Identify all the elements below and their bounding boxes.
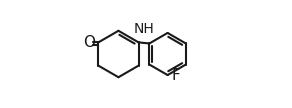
Text: F: F [172, 68, 181, 83]
Text: NH: NH [134, 22, 154, 36]
Text: O: O [84, 35, 95, 50]
